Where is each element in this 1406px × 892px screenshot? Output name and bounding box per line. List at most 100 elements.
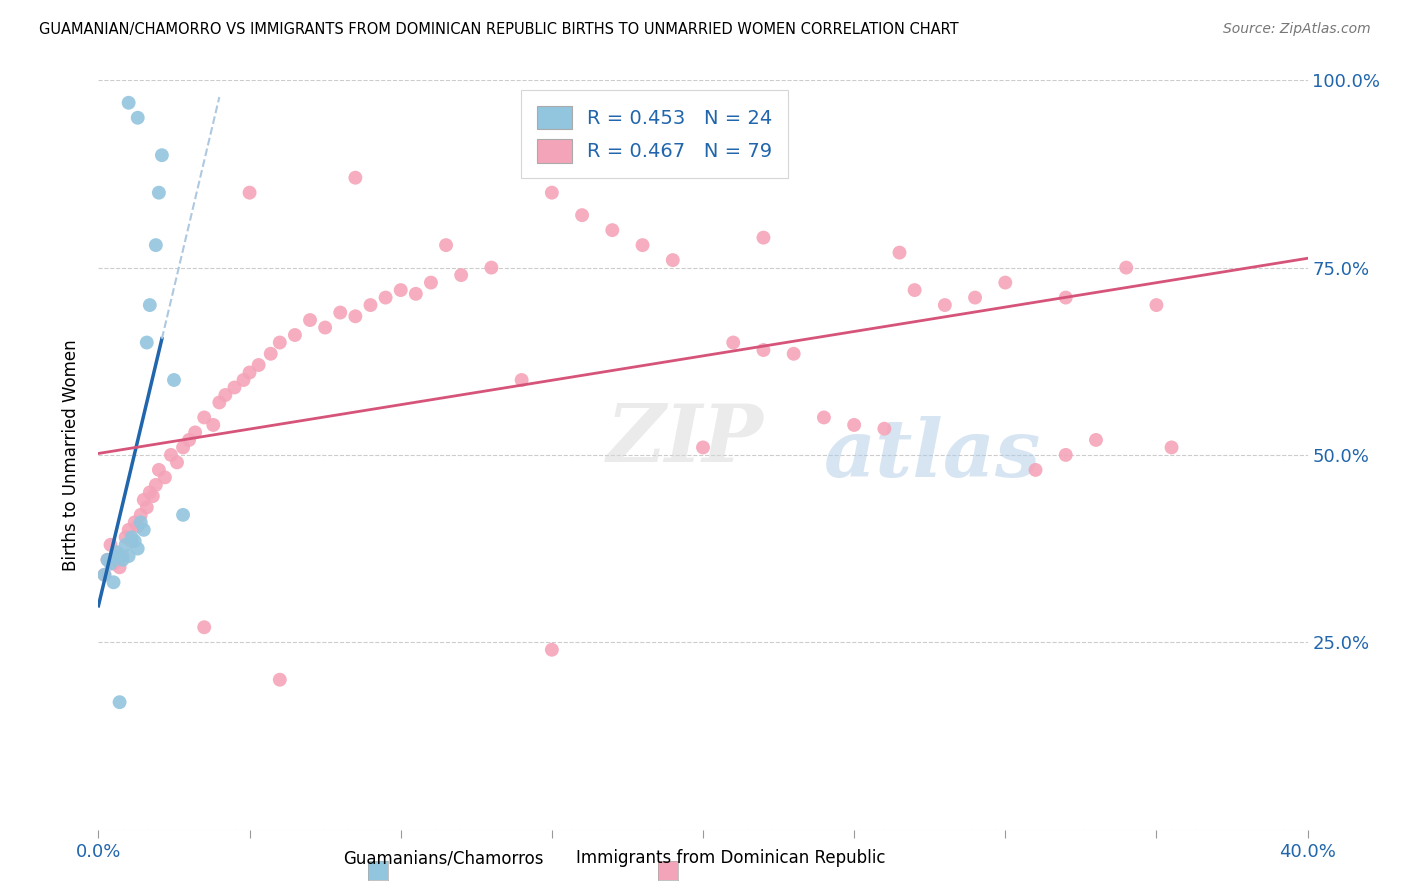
Point xyxy=(160,448,183,462)
Point xyxy=(239,366,262,380)
Point xyxy=(329,305,352,319)
Point xyxy=(103,575,125,590)
Point xyxy=(114,538,136,552)
Point xyxy=(163,373,186,387)
Point xyxy=(510,373,533,387)
Point xyxy=(1146,298,1168,312)
Point xyxy=(602,223,624,237)
Point xyxy=(105,545,128,559)
Point xyxy=(114,530,136,544)
Point xyxy=(420,276,443,290)
Text: Immigrants from Dominican Republic: Immigrants from Dominican Republic xyxy=(576,849,886,867)
Point xyxy=(284,328,307,343)
Point xyxy=(374,291,396,305)
Point xyxy=(239,186,262,200)
Point xyxy=(172,441,194,455)
Point xyxy=(148,463,170,477)
Point xyxy=(389,283,412,297)
Point xyxy=(269,335,291,350)
Point xyxy=(844,417,866,432)
Point xyxy=(314,320,336,334)
Point xyxy=(139,485,162,500)
Point xyxy=(752,230,775,244)
Point xyxy=(813,410,835,425)
Point xyxy=(108,549,131,563)
Point xyxy=(124,516,146,530)
Text: Guamanians/Chamorros: Guamanians/Chamorros xyxy=(343,849,543,867)
Point xyxy=(889,245,911,260)
Point xyxy=(148,186,170,200)
Point xyxy=(100,538,122,552)
Point xyxy=(344,310,367,324)
Point xyxy=(540,186,562,200)
Point xyxy=(166,455,188,469)
Point xyxy=(1085,433,1108,447)
Point xyxy=(631,238,654,252)
Point xyxy=(344,170,367,185)
Point xyxy=(208,395,231,409)
Point xyxy=(299,313,322,327)
Point xyxy=(1024,463,1046,477)
Point xyxy=(142,489,165,503)
Point xyxy=(150,148,173,162)
Point xyxy=(692,441,714,455)
Point xyxy=(752,343,775,357)
Point xyxy=(103,557,125,571)
Text: GUAMANIAN/CHAMORRO VS IMMIGRANTS FROM DOMINICAN REPUBLIC BIRTHS TO UNMARRIED WOM: GUAMANIAN/CHAMORRO VS IMMIGRANTS FROM DO… xyxy=(39,22,959,37)
Point xyxy=(129,516,152,530)
Point xyxy=(193,620,215,634)
Point xyxy=(118,549,141,563)
Text: Source: ZipAtlas.com: Source: ZipAtlas.com xyxy=(1223,22,1371,37)
Point xyxy=(127,111,149,125)
Point xyxy=(540,642,562,657)
Point xyxy=(96,553,118,567)
Text: ZIP: ZIP xyxy=(606,401,763,479)
Point xyxy=(179,433,201,447)
Point xyxy=(434,238,457,252)
Point xyxy=(1054,448,1077,462)
Point xyxy=(121,530,143,544)
Point xyxy=(145,238,167,252)
Point xyxy=(132,523,155,537)
Point xyxy=(172,508,194,522)
Point xyxy=(934,298,956,312)
Point xyxy=(1054,291,1077,305)
Point xyxy=(1115,260,1137,275)
Point xyxy=(661,253,683,268)
Point xyxy=(153,470,176,484)
Point xyxy=(135,335,157,350)
Point xyxy=(118,523,141,537)
Point xyxy=(224,380,246,394)
Point xyxy=(135,500,157,515)
Point xyxy=(1160,441,1182,455)
Point xyxy=(139,298,162,312)
Point xyxy=(723,335,745,350)
Point xyxy=(405,286,427,301)
Point xyxy=(193,410,215,425)
Point xyxy=(481,260,503,275)
Point xyxy=(904,283,927,297)
Y-axis label: Births to Unmarried Women: Births to Unmarried Women xyxy=(62,339,80,571)
Point xyxy=(360,298,382,312)
Point xyxy=(214,388,236,402)
Point xyxy=(108,560,131,574)
Point xyxy=(93,567,115,582)
Point xyxy=(571,208,593,222)
Point xyxy=(145,478,167,492)
Point xyxy=(100,557,122,571)
Point xyxy=(132,492,155,507)
Point xyxy=(202,417,225,432)
Text: atlas: atlas xyxy=(824,417,1042,493)
Legend: R = 0.453   N = 24, R = 0.467   N = 79: R = 0.453 N = 24, R = 0.467 N = 79 xyxy=(522,90,789,178)
Point xyxy=(127,541,149,556)
Point xyxy=(184,425,207,440)
Point xyxy=(232,373,254,387)
Point xyxy=(105,545,128,559)
Point xyxy=(260,347,283,361)
Point xyxy=(121,534,143,549)
Point xyxy=(269,673,291,687)
Point xyxy=(96,553,118,567)
Point xyxy=(965,291,987,305)
Point xyxy=(129,508,152,522)
Point xyxy=(873,422,896,436)
